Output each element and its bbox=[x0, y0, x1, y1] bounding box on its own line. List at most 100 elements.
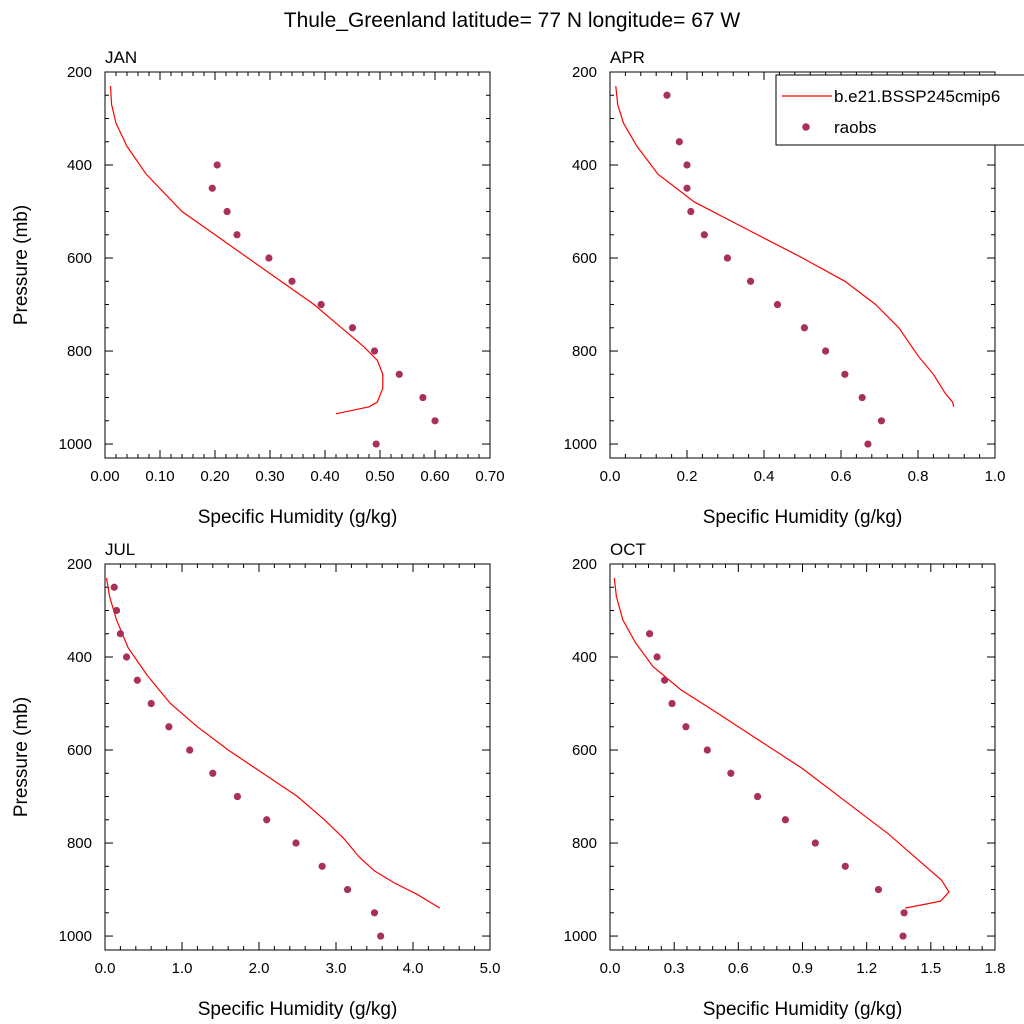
x-tick-label: 0.70 bbox=[475, 468, 504, 485]
y-tick-label: 400 bbox=[67, 649, 92, 666]
raobs-point bbox=[209, 769, 217, 777]
y-axis-title: Pressure (mb) bbox=[11, 697, 32, 817]
raobs-point bbox=[372, 440, 380, 448]
raobs-point bbox=[213, 161, 221, 169]
panel-label: APR bbox=[610, 48, 645, 67]
model-profile-line bbox=[613, 577, 950, 909]
raobs-point bbox=[899, 932, 907, 940]
raobs-point bbox=[653, 653, 661, 661]
raobs-point bbox=[800, 324, 809, 332]
x-tick-label: 1.8 bbox=[985, 960, 1006, 977]
model-profile-line bbox=[615, 85, 955, 407]
y-tick-label: 200 bbox=[572, 556, 597, 573]
x-tick-label: 0.2 bbox=[677, 468, 698, 485]
y-tick-label: 1000 bbox=[564, 928, 597, 945]
x-tick-label: 0.4 bbox=[754, 468, 775, 485]
y-tick-label: 800 bbox=[67, 835, 92, 852]
raobs-point bbox=[668, 699, 676, 708]
plot-frame bbox=[609, 563, 996, 951]
plot-frame bbox=[609, 71, 996, 459]
y-tick-label: 1000 bbox=[564, 436, 597, 453]
x-tick-label: 0.50 bbox=[365, 468, 394, 485]
raobs-point bbox=[874, 885, 883, 894]
x-tick-label: 0.30 bbox=[255, 468, 284, 485]
y-tick-label: 400 bbox=[572, 157, 597, 174]
raobs-point bbox=[811, 839, 819, 847]
x-tick-label: 0.6 bbox=[831, 468, 852, 485]
raobs-point bbox=[773, 300, 782, 309]
raobs-point bbox=[165, 723, 173, 731]
x-tick-label: 1.0 bbox=[985, 468, 1006, 485]
raobs-point bbox=[233, 792, 242, 801]
x-tick-label: 0.9 bbox=[792, 960, 813, 977]
y-tick-label: 200 bbox=[67, 64, 92, 81]
panel-jul: JUL 0.0 1.0 2.0 3.0 4.0 5.0 200 400 600 800 1000 Spe… bbox=[11, 540, 500, 1020]
y-tick-label: 800 bbox=[572, 343, 597, 360]
raobs-point bbox=[864, 440, 872, 448]
x-tick-label: 4.0 bbox=[403, 960, 424, 977]
raobs-point bbox=[683, 184, 691, 192]
raobs-point bbox=[263, 816, 271, 824]
raobs-point bbox=[112, 606, 121, 615]
raobs-point bbox=[683, 161, 691, 169]
raobs-point bbox=[841, 862, 849, 870]
legend-obs-marker bbox=[802, 123, 810, 131]
y-tick-label: 200 bbox=[67, 556, 92, 573]
plot-frame bbox=[104, 563, 491, 951]
raobs-point bbox=[370, 909, 379, 917]
panel-apr: APR 0.0 0.2 0.4 0.6 0.8 1.0 200 400 600 800 1000 Spe… bbox=[564, 48, 1006, 528]
y-tick-label: 400 bbox=[572, 649, 597, 666]
raobs-point bbox=[682, 723, 690, 731]
raobs-point bbox=[133, 676, 141, 684]
raobs-point bbox=[700, 231, 708, 239]
raobs-point bbox=[377, 932, 385, 940]
raobs-point bbox=[233, 231, 241, 239]
x-tick-label: 0.00 bbox=[90, 468, 119, 485]
legend-obs-label: raobs bbox=[834, 118, 877, 137]
y-tick-label: 600 bbox=[67, 742, 92, 759]
raobs-point bbox=[746, 277, 755, 285]
x-tick-label: 0.60 bbox=[420, 468, 449, 485]
y-tick-label: 600 bbox=[572, 742, 597, 759]
raobs-point bbox=[687, 207, 695, 216]
raobs-point bbox=[723, 254, 732, 262]
panel-label: OCT bbox=[610, 540, 646, 559]
x-tick-label: 0.8 bbox=[908, 468, 929, 485]
raobs-point bbox=[122, 653, 131, 661]
raobs-point bbox=[317, 300, 325, 309]
raobs-point bbox=[822, 347, 830, 355]
x-tick-label: 0.40 bbox=[310, 468, 339, 485]
y-tick-label: 800 bbox=[67, 343, 92, 360]
raobs-point bbox=[727, 769, 735, 777]
x-axis-title: Specific Humidity (g/kg) bbox=[198, 999, 398, 1020]
raobs-point bbox=[186, 746, 194, 754]
panel-label: JAN bbox=[105, 48, 137, 67]
raobs-point bbox=[753, 792, 762, 801]
plot-frame bbox=[104, 71, 491, 459]
raobs-point bbox=[419, 393, 427, 402]
y-tick-label: 200 bbox=[572, 64, 597, 81]
raobs-point bbox=[223, 207, 231, 216]
raobs-point bbox=[265, 254, 273, 262]
panel-oct: OCT 0.0 0.3 0.6 0.9 1.2 1.5 1.8 200 400 600 800 1000… bbox=[564, 540, 1006, 1020]
raobs-point bbox=[343, 885, 352, 894]
raobs-point bbox=[900, 909, 908, 917]
raobs-point bbox=[110, 583, 118, 591]
raobs-point bbox=[858, 393, 866, 402]
raobs-point bbox=[208, 184, 216, 192]
y-tick-label: 400 bbox=[67, 157, 92, 174]
y-tick-label: 800 bbox=[572, 835, 597, 852]
raobs-point bbox=[781, 816, 789, 824]
raobs-point bbox=[703, 746, 711, 754]
raobs-point bbox=[147, 699, 155, 708]
x-tick-label: 0.0 bbox=[600, 960, 621, 977]
raobs-point bbox=[431, 417, 439, 425]
y-tick-label: 1000 bbox=[59, 928, 92, 945]
x-axis-title: Specific Humidity (g/kg) bbox=[703, 507, 903, 528]
raobs-point bbox=[348, 324, 357, 332]
y-tick-label: 1000 bbox=[59, 436, 92, 453]
raobs-point bbox=[395, 370, 403, 378]
legend: b.e21.BSSP245cmip6 raobs bbox=[775, 74, 1024, 146]
x-tick-label: 0.6 bbox=[728, 960, 749, 977]
